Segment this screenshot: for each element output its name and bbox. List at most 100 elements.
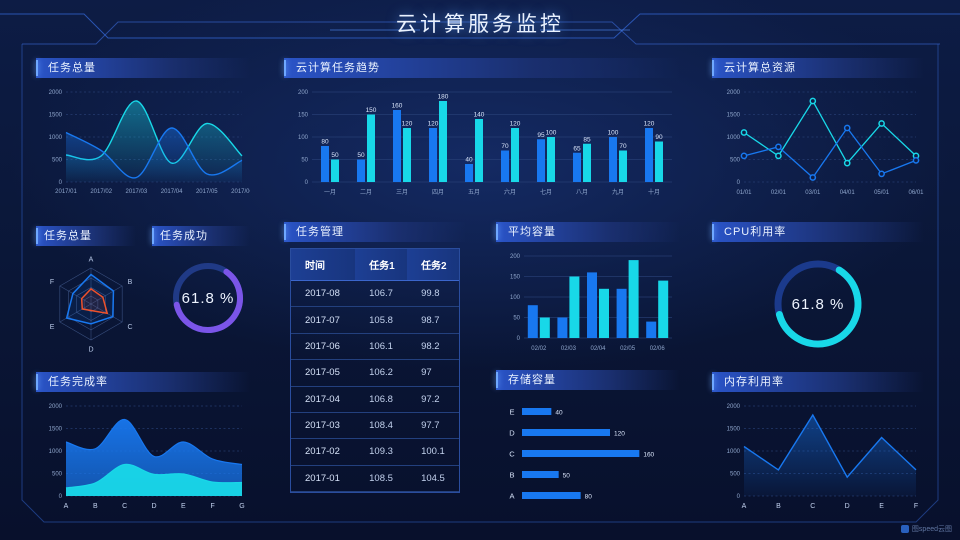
svg-text:2017/04: 2017/04 [161, 189, 183, 195]
svg-text:05/01: 05/01 [874, 190, 890, 196]
svg-text:150: 150 [510, 275, 521, 281]
table-cell: 108.4 [355, 412, 408, 440]
table-cell: 109.3 [355, 438, 408, 466]
svg-text:85: 85 [583, 136, 591, 143]
svg-text:2017/03: 2017/03 [126, 189, 148, 195]
svg-text:B: B [776, 503, 781, 510]
svg-text:50: 50 [513, 316, 520, 322]
svg-text:0: 0 [59, 180, 63, 186]
svg-text:2000: 2000 [727, 90, 741, 96]
panel-memory: 内存利用率 0 500 1000 1500 2000 A B C D E F [712, 372, 924, 532]
svg-text:0: 0 [59, 494, 63, 500]
table-cell: 2017-08 [291, 280, 356, 308]
table-row[interactable]: 2017-04 106.8 97.2 [291, 386, 459, 413]
svg-text:02/06: 02/06 [650, 346, 666, 352]
task-table-wrapper[interactable]: 时间 任务1 任务2 2017-08 106.7 99.8 2017-07 105.8 98.… [290, 248, 460, 493]
svg-text:1500: 1500 [727, 113, 741, 119]
svg-text:01/01: 01/01 [736, 190, 752, 196]
svg-text:B: B [128, 279, 133, 286]
svg-text:2017/06: 2017/06 [231, 189, 250, 195]
task-table: 时间 任务1 任务2 2017-08 106.7 99.8 2017-07 105.8 98.… [291, 249, 459, 493]
svg-text:02/01: 02/01 [771, 190, 787, 196]
table-row[interactable]: 2017-02 109.3 100.1 [291, 438, 459, 466]
svg-text:200: 200 [298, 90, 309, 96]
svg-text:1500: 1500 [49, 113, 63, 119]
svg-text:02/05: 02/05 [620, 346, 636, 352]
svg-text:1000: 1000 [49, 135, 63, 141]
panel-total-tasks: 任务总量 0 500 1000 1500 2000 2017/01 2017/02 2017/… [36, 58, 254, 218]
panel-title-task-success: 任务成功 [152, 226, 250, 246]
gauge-cpu-usage: 61.8 % [712, 242, 924, 375]
dashboard-header: 云计算服务监控 [0, 0, 960, 46]
svg-text:50: 50 [357, 152, 365, 159]
svg-text:100: 100 [546, 130, 557, 137]
page-title: 云计算服务监控 [396, 13, 564, 36]
svg-text:50: 50 [301, 158, 308, 164]
svg-text:500: 500 [52, 158, 63, 164]
table-row[interactable]: 2017-06 106.1 98.2 [291, 333, 459, 361]
svg-text:80: 80 [585, 494, 593, 501]
svg-text:04/01: 04/01 [840, 190, 856, 196]
table-cell: 2017-04 [291, 386, 356, 413]
svg-text:90: 90 [655, 134, 663, 141]
svg-text:40: 40 [555, 410, 563, 417]
table-cell: 2017-01 [291, 465, 356, 493]
table-cell: 2017-03 [291, 412, 356, 440]
table-col-0: 时间 [291, 249, 356, 281]
svg-text:70: 70 [501, 143, 509, 150]
svg-text:九月: 九月 [612, 188, 624, 196]
chart-task-trend: 0 50 100 150 200 80 50 一月 50 150 二月 160 120 三月 120 180 四… [284, 78, 680, 218]
svg-text:0: 0 [305, 180, 309, 186]
svg-text:02/04: 02/04 [590, 346, 606, 352]
panel-task-success: 任务成功 [152, 226, 250, 246]
panel-task-trend: 云计算任务趋势 0 50 100 150 200 80 50 一月 50 150 二月 160 120 三… [284, 58, 680, 218]
svg-text:D: D [151, 503, 156, 510]
table-cell: 106.7 [355, 280, 408, 308]
panel-completion: 任务完成率 0 500 1000 1500 2000 A B C D E F G [36, 372, 250, 532]
svg-text:六月: 六月 [504, 188, 516, 196]
chart-memory: 0 500 1000 1500 2000 A B C D E F [712, 392, 924, 532]
svg-text:八月: 八月 [576, 189, 588, 196]
svg-text:A: A [64, 503, 69, 510]
table-row[interactable]: 2017-08 106.7 99.8 [291, 280, 459, 308]
svg-text:0: 0 [737, 494, 741, 500]
panel-title-task-manage: 任务管理 [284, 222, 466, 242]
svg-text:七月: 七月 [540, 188, 552, 196]
table-col-1: 任务1 [355, 249, 408, 281]
svg-text:120: 120 [510, 121, 521, 128]
svg-text:50: 50 [563, 473, 571, 480]
svg-text:D: D [509, 429, 515, 438]
svg-text:0: 0 [737, 180, 741, 186]
svg-text:C: C [122, 503, 127, 510]
svg-text:140: 140 [474, 112, 485, 119]
svg-text:D: D [845, 503, 850, 510]
svg-text:02/03: 02/03 [561, 346, 577, 352]
table-cell: 97.2 [407, 386, 459, 413]
svg-text:G: G [239, 503, 244, 510]
svg-text:65: 65 [573, 145, 581, 152]
svg-text:100: 100 [608, 130, 619, 137]
svg-text:E: E [509, 408, 514, 417]
svg-text:40: 40 [465, 157, 473, 164]
logo-icon [900, 525, 909, 533]
watermark: 图speed云图 [900, 524, 952, 534]
svg-text:C: C [810, 503, 815, 510]
svg-text:2017/02: 2017/02 [90, 189, 112, 195]
svg-text:160: 160 [643, 452, 654, 459]
table-row[interactable]: 2017-01 108.5 104.5 [291, 465, 459, 493]
svg-text:五月: 五月 [468, 189, 480, 196]
table-row[interactable]: 2017-03 108.4 97.7 [291, 412, 459, 440]
panel-task-manage: 任务管理 时间 任务1 任务2 2017-08 106.7 99.8 2017-07 105… [284, 222, 466, 493]
table-row[interactable]: 2017-07 105.8 98.7 [291, 306, 459, 334]
svg-text:A: A [742, 503, 747, 510]
svg-text:500: 500 [52, 472, 63, 478]
svg-text:0: 0 [517, 336, 521, 342]
svg-text:02/02: 02/02 [531, 346, 547, 352]
svg-text:E: E [50, 324, 55, 331]
table-row[interactable]: 2017-05 106.2 97 [291, 359, 459, 387]
chart-total-resource: 0 500 1000 1500 2000 01/01 02/01 03/01 04/01 05/0… [712, 78, 925, 218]
panel-radar: 任务总量 [36, 226, 136, 246]
table-cell: 98.2 [407, 333, 459, 361]
table-cell: 106.2 [355, 359, 408, 387]
table-cell: 2017-05 [291, 359, 356, 387]
